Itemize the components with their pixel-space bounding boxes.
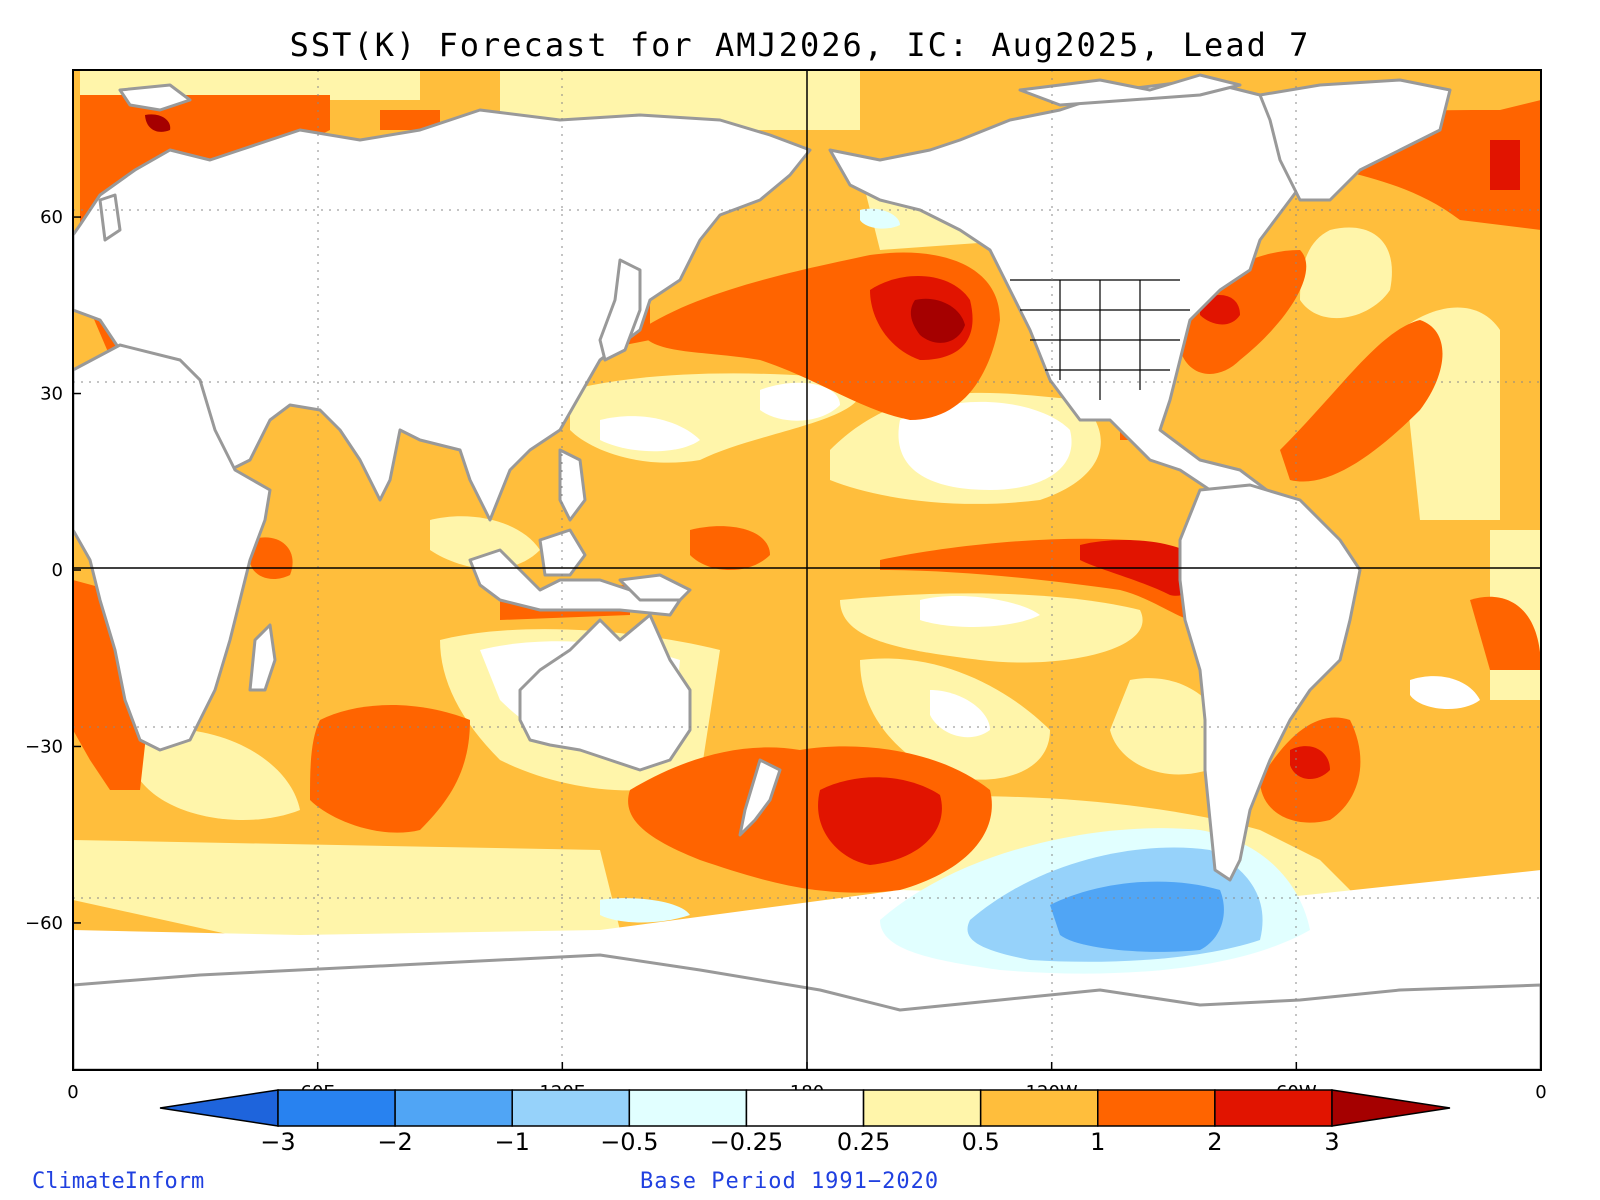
colorbar-segment [862,1089,982,1127]
svalbard-landmass [118,83,192,112]
japan-landmass [598,258,642,362]
colorbar-label: 1 [1090,1128,1105,1156]
colorbar-label: −0.25 [710,1128,784,1156]
colorbar-segment [979,1089,1099,1127]
africa-landmass [73,343,272,752]
colorbar-under-arrow [159,1089,279,1127]
philippines-landmass [558,448,587,522]
lat-tick-label: 30 [40,384,63,405]
colorbar-label: −3 [260,1128,295,1156]
greenland-landmass [1258,78,1452,202]
lat-tick-label: −30 [25,736,63,757]
south-america-landmass [1178,483,1362,882]
anomaly-cool-patch [600,898,690,923]
colorbar-label: 3 [1324,1128,1339,1156]
credit-label: ClimateInform [32,1169,205,1194]
colorbar-segment [628,1089,748,1127]
colorbar-label: −2 [377,1128,412,1156]
map-panel [73,70,1541,1070]
land-masses [73,73,1541,1070]
colorbar-label: 0.25 [837,1128,890,1156]
colorbar-segment [394,1089,513,1127]
graticule [73,70,1541,1070]
arctic-islands-landmass [1018,73,1242,107]
australia-landmass [518,613,692,772]
colorbar-segment [277,1089,396,1127]
colorbar: −3 −2 −1 −0.5 −0.25 0.25 0.5 1 2 3 [159,1089,1451,1156]
colorbar-segment [745,1089,865,1127]
colorbar-label: −1 [495,1128,530,1156]
new-guinea-landmass [618,573,692,602]
lat-tick-label: 0 [52,560,63,581]
lon-tick-label: 0 [67,1082,78,1103]
us-boundaries [1010,279,1190,400]
anomaly-extreme-warm [910,298,965,343]
latitude-axis: 60 30 0 −30 −60 [25,207,81,934]
lat-tick-label: −60 [25,913,63,934]
anomaly-cool-core [1050,881,1224,952]
lat-tick-label: 60 [40,207,63,228]
new-zealand-landmass [738,758,782,837]
map-title: SST(K) Forecast for AMJ2026, IC: Aug2025… [289,26,1311,64]
anomaly-cool-bering [860,208,900,229]
uk-landmass [98,193,122,242]
colorbar-label: 0.5 [962,1128,1000,1156]
anomaly-extreme-warm-arctic [145,114,171,132]
colorbar-label: 2 [1207,1128,1222,1156]
colorbar-label: −0.5 [600,1128,658,1156]
colorbar-over-arrow [1331,1089,1451,1127]
colorbar-segment [1097,1089,1216,1127]
madagascar-landmass [248,623,277,692]
borneo-landmass [538,528,587,577]
lon-tick-label: 0 [1535,1082,1546,1103]
base-period-label: Base Period 1991−2020 [640,1169,940,1194]
colorbar-segment [1214,1089,1333,1127]
colorbar-segment [511,1089,631,1127]
